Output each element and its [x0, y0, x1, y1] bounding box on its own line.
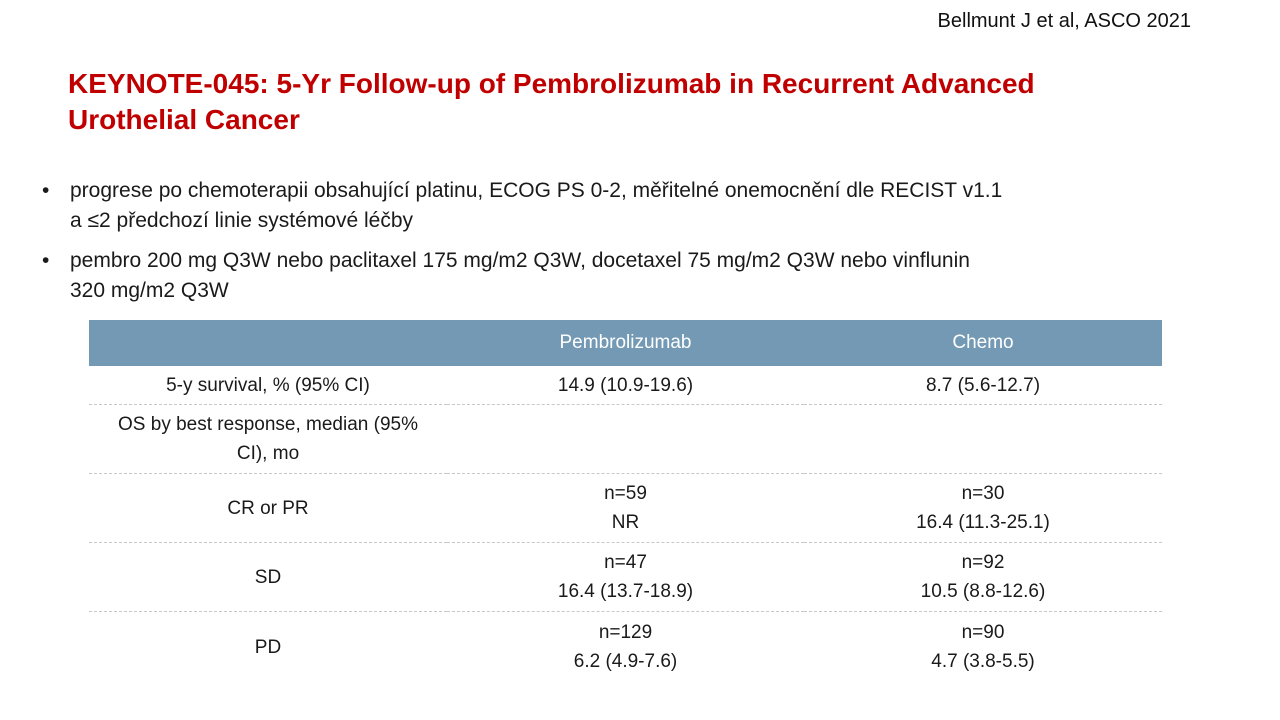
cell-text: 16.4 (13.7-18.9) [557, 581, 694, 602]
bullet-marker: • [42, 249, 50, 272]
cell-text: 8.7 (5.6-12.7) [925, 374, 1041, 396]
table-row-pd: PD n=129 6.2 (4.9-7.6) n=90 4.7 (3.8-5.5… [89, 612, 1162, 683]
row-label: SD [89, 542, 447, 612]
cell-text: 6.2 (4.9-7.6) [573, 651, 678, 672]
cell-text: OS by best response, median (95% [118, 414, 418, 435]
chemo-cell [804, 404, 1162, 474]
bullet-text-line: pembro 200 mg Q3W nebo paclitaxel 175 mg… [70, 249, 970, 272]
table-row-cr-or-pr: CR or PR n=59 NR n=30 16.4 (11.3-25.1) [89, 473, 1162, 543]
row-label: OS by best response, median (95% CI), mo [89, 404, 447, 474]
bullet-text-line: progrese po chemoterapii obsahující plat… [70, 179, 1003, 202]
bullet-marker: • [42, 179, 50, 202]
table-row-os-by-response: OS by best response, median (95% CI), mo [89, 404, 1162, 474]
bullet-text-line: a ≤2 předchozí linie systémové léčby [70, 209, 414, 232]
cell-text: n=47 [604, 552, 647, 573]
pembro-cell: 14.9 (10.9-19.6) [447, 366, 804, 405]
row-label: CR or PR [89, 473, 447, 543]
slide-title: KEYNOTE-045: 5-Yr Follow-up of Pembroliz… [68, 66, 1068, 138]
bullet-list: • progrese po chemoterapii obsahující pl… [40, 176, 1170, 316]
citation: Bellmunt J et al, ASCO 2021 [937, 10, 1191, 32]
pembro-cell: n=47 16.4 (13.7-18.9) [447, 542, 804, 612]
cell-text: 14.9 (10.9-19.6) [557, 374, 694, 396]
cell-text: NR [611, 512, 640, 533]
cell-text: n=129 [598, 622, 653, 643]
header-cell-chemo: Chemo [804, 320, 1162, 366]
cell-text: 16.4 (11.3-25.1) [916, 512, 1050, 533]
cell-text: SD [254, 566, 282, 588]
cell-text: CR or PR [227, 497, 309, 519]
cell-text: n=90 [961, 622, 1005, 643]
header-cell-label [89, 320, 447, 366]
cell-text: 10.5 (8.8-12.6) [920, 581, 1046, 602]
title-line-2: Urothelial Cancer [68, 104, 300, 135]
table-row-sd: SD n=47 16.4 (13.7-18.9) n=92 10.5 (8.8-… [89, 542, 1162, 612]
cell-text: n=59 [604, 483, 647, 504]
bullet-text-line: 320 mg/m2 Q3W [70, 279, 229, 302]
header-cell-pembrolizumab: Pembrolizumab [447, 320, 804, 366]
pembro-cell: n=129 6.2 (4.9-7.6) [447, 612, 804, 683]
table-row-5y-survival: 5-y survival, % (95% CI) 14.9 (10.9-19.6… [89, 366, 1162, 405]
cell-text: PD [254, 636, 282, 658]
cell-text: CI), mo [236, 443, 300, 464]
chemo-cell: n=30 16.4 (11.3-25.1) [804, 473, 1162, 543]
chemo-cell: 8.7 (5.6-12.7) [804, 366, 1162, 405]
cell-text: n=30 [961, 483, 1005, 504]
cell-text: 4.7 (3.8-5.5) [931, 651, 1035, 672]
bullet-item-dosing: • pembro 200 mg Q3W nebo paclitaxel 175 … [40, 246, 1170, 306]
table-header-row: Pembrolizumab Chemo [89, 320, 1162, 366]
cell-text: n=92 [961, 552, 1005, 573]
chemo-cell: n=92 10.5 (8.8-12.6) [804, 542, 1162, 612]
row-label: PD [89, 612, 447, 683]
pembro-cell: n=59 NR [447, 473, 804, 543]
row-label: 5-y survival, % (95% CI) [89, 366, 447, 405]
pembro-cell [447, 404, 804, 474]
chemo-cell: n=90 4.7 (3.8-5.5) [804, 612, 1162, 683]
bullet-item-eligibility: • progrese po chemoterapii obsahující pl… [40, 176, 1170, 236]
results-table: Pembrolizumab Chemo 5-y survival, % (95%… [89, 320, 1162, 682]
title-line-1: KEYNOTE-045: 5-Yr Follow-up of Pembroliz… [68, 68, 1035, 99]
cell-text: 5-y survival, % (95% CI) [166, 374, 370, 396]
